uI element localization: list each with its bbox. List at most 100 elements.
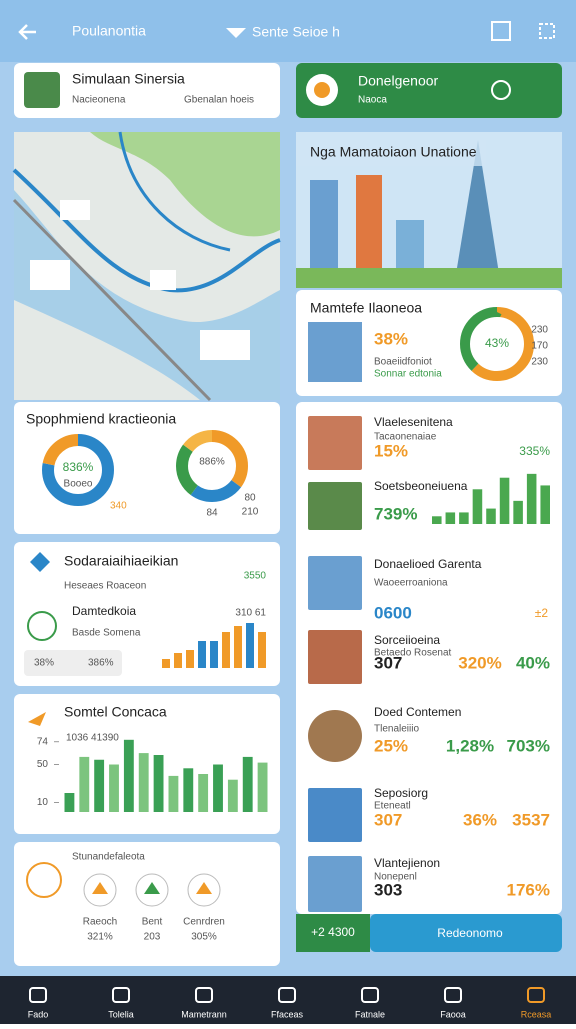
donut — [176, 430, 248, 502]
profile-name: Simulaan Sinersia — [72, 71, 185, 87]
rail — [12, 198, 212, 402]
park — [90, 132, 280, 237]
bar — [526, 473, 537, 524]
team-name: Cenrdren — [183, 917, 225, 928]
profile-card — [14, 63, 280, 118]
card-title: Mamtefe Ilaoneoa — [310, 300, 422, 316]
nav-label[interactable]: Mametrann — [181, 1009, 227, 1019]
row-value: 25% — [374, 736, 408, 755]
road — [118, 131, 231, 252]
row-subtitle: Tacaonenaiae — [374, 432, 437, 443]
app-title: Poulanontia — [72, 23, 146, 39]
bar-chart: 10 50 74 — [37, 736, 268, 812]
nav-items: Fado Tolelia Mametrann Ffaceas Fatnale Faooa R… — [28, 987, 552, 1019]
nav-label[interactable]: Tolelia — [108, 1009, 134, 1019]
label: 340 — [110, 501, 127, 512]
bar — [138, 753, 149, 812]
bar — [258, 632, 266, 668]
bar — [183, 768, 194, 812]
bar — [198, 774, 209, 812]
row-value: 40% — [516, 653, 550, 672]
card-title: Somtel Concaca — [64, 704, 167, 720]
donut — [460, 307, 534, 381]
nav-icon[interactable] — [29, 987, 47, 1003]
bars-label: 310 61 — [235, 608, 266, 619]
row-title: Sorceiioeina — [374, 633, 440, 647]
bar — [432, 516, 442, 524]
badge-value: 38% — [34, 658, 54, 669]
nav-label[interactable]: Fatnale — [355, 1009, 385, 1019]
label: 230 — [531, 357, 548, 368]
row-value: 703% — [507, 736, 550, 755]
donut-label: 836% — [63, 460, 94, 474]
y-tick-label: 50 — [37, 759, 49, 770]
building — [310, 180, 338, 270]
thumbnail — [308, 556, 362, 610]
nav-icon[interactable] — [112, 987, 130, 1003]
map[interactable] — [12, 131, 281, 402]
list-card — [296, 402, 562, 914]
bottom-nav — [0, 976, 576, 1024]
nav-icon[interactable] — [195, 987, 213, 1003]
label: 210 — [242, 507, 259, 518]
bar — [513, 500, 523, 524]
thumbnail — [308, 416, 362, 470]
row-value: 176% — [507, 880, 550, 899]
item-icon — [27, 611, 57, 641]
row-title: Doed Contemen — [374, 705, 461, 719]
profile-subtitle: Nacieonena — [72, 95, 126, 106]
banner-count-box — [296, 914, 370, 952]
label: 84 — [206, 508, 218, 519]
menu-icon[interactable] — [539, 23, 555, 39]
bar — [168, 775, 179, 812]
row-subtitle: Waoeerroaniona — [374, 578, 448, 589]
nav-label[interactable]: Ffaceas — [271, 1009, 304, 1019]
bar — [222, 632, 230, 668]
thumbnail — [308, 630, 362, 684]
nav-icon[interactable] — [361, 987, 379, 1003]
bar — [153, 755, 164, 812]
bar — [540, 485, 550, 524]
row-value: 739% — [374, 504, 417, 523]
team-value: 321% — [87, 932, 113, 943]
bar — [242, 756, 253, 812]
green-card-title: Donelgenoor — [358, 73, 439, 89]
nav-icon[interactable] — [444, 987, 462, 1003]
thumbnail — [308, 788, 362, 842]
wifi-icon — [226, 28, 246, 38]
team-icon — [196, 882, 212, 894]
bar — [486, 508, 496, 524]
donut-segment — [176, 430, 248, 502]
building — [396, 220, 424, 270]
nav-icon[interactable] — [278, 987, 296, 1003]
y-tick-label: 74 — [37, 736, 49, 747]
row-title: Vlantejienon — [374, 856, 440, 870]
bar — [186, 650, 194, 668]
row-subtitle: Tlenaleiiio — [374, 724, 419, 735]
row-value: 0600 — [374, 603, 412, 622]
nav-label[interactable]: Fado — [28, 1009, 49, 1019]
bar — [246, 623, 254, 668]
team-icon — [144, 882, 160, 894]
item-title: Damtedkoia — [72, 604, 136, 618]
nav-label[interactable]: Rceasa — [521, 1009, 552, 1019]
block — [150, 270, 176, 290]
nav-icon[interactable] — [527, 987, 545, 1003]
avatar-icon — [314, 82, 330, 98]
refresh-icon[interactable] — [491, 80, 511, 100]
bar — [234, 626, 242, 668]
bar — [198, 641, 206, 668]
card-title: Spophmiend kractieonia — [26, 411, 176, 427]
nav-label[interactable]: Faooa — [440, 1009, 466, 1019]
back-button[interactable] — [18, 24, 36, 40]
donut-label: 886% — [199, 457, 225, 468]
badge-value: 386% — [88, 658, 114, 669]
hero-title-backdrop — [296, 140, 486, 166]
bar — [213, 764, 223, 812]
label: 170 — [531, 341, 548, 352]
share-icon[interactable] — [491, 21, 511, 41]
bar — [210, 641, 218, 668]
banner-button[interactable] — [370, 914, 562, 952]
team-icon — [92, 882, 108, 894]
